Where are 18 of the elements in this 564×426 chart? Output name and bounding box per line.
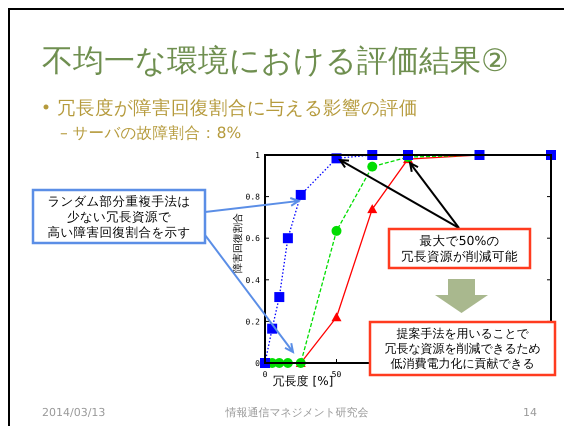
y-tick-label: 0 bbox=[255, 359, 260, 368]
annotation: 提案手法を用いることで冗長な資源を削減できるため低消費電力化に貢献できる bbox=[384, 326, 540, 371]
y-tick-label: 0.4 bbox=[246, 276, 260, 285]
text: 14 bbox=[523, 406, 537, 419]
annotation: ランダム部分重複手法は少ない冗長資源で高い障害回復割合を示す bbox=[48, 193, 190, 240]
y-tick-label: 0.8 bbox=[246, 192, 260, 202]
y-tick-label: 1 bbox=[255, 151, 260, 160]
y-tick-label: 0.6 bbox=[246, 234, 260, 244]
y-tick-label: 0.2 bbox=[246, 317, 260, 326]
chart-subtitle: 冗長度が障害回復割合に与える影響の評価 bbox=[57, 97, 418, 119]
text: 情報通信マネジメント研究会 bbox=[224, 406, 368, 419]
y-axis-title: 障害回復割合 bbox=[232, 213, 244, 273]
text: – サーバの故障割合：8% bbox=[60, 124, 242, 142]
x-tick-label: 50 bbox=[332, 370, 342, 379]
x-axis-title: 冗長度 [%] bbox=[272, 374, 334, 388]
text: 2014/03/13 bbox=[42, 406, 106, 419]
chart-title: 不均一な環境における評価結果② bbox=[42, 43, 509, 79]
annotation: 最大で50%の冗長資源が削減可能 bbox=[401, 233, 518, 264]
